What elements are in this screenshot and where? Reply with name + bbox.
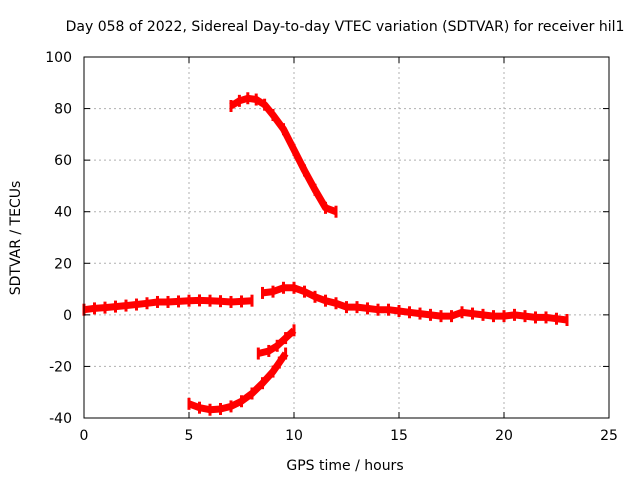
x-axis-label: GPS time / hours xyxy=(286,458,403,474)
x-tick-label: 20 xyxy=(495,428,513,444)
y-tick-label: 60 xyxy=(54,153,72,169)
grid xyxy=(84,57,609,418)
y-axis-label: SDTVAR / TECUs xyxy=(8,181,24,296)
x-tick-label: 0 xyxy=(80,428,89,444)
y-tick-label: 100 xyxy=(45,50,72,66)
x-tick-label: 5 xyxy=(185,428,194,444)
x-tick-label: 25 xyxy=(600,428,618,444)
x-tick-label: 15 xyxy=(390,428,408,444)
tick-marks xyxy=(83,56,610,419)
y-tick-label: 0 xyxy=(63,308,72,324)
axes xyxy=(83,56,610,419)
chart-title: Day 058 of 2022, Sidereal Day-to-day VTE… xyxy=(66,19,625,35)
y-tick-label: -40 xyxy=(49,411,72,427)
series-line-mid-arc xyxy=(262,284,568,324)
x-tick-label: 10 xyxy=(285,428,303,444)
y-tick-label: 20 xyxy=(54,256,72,272)
plot-frame xyxy=(83,56,610,419)
series-layer xyxy=(82,92,569,416)
y-tick-label: 40 xyxy=(54,205,72,221)
y-tick-label: 80 xyxy=(54,102,72,118)
tick-labels: 0 5 10 15 20 25 -40 -20 0 20 40 60 80 100 xyxy=(45,50,618,444)
y-tick-label: -20 xyxy=(49,359,72,375)
